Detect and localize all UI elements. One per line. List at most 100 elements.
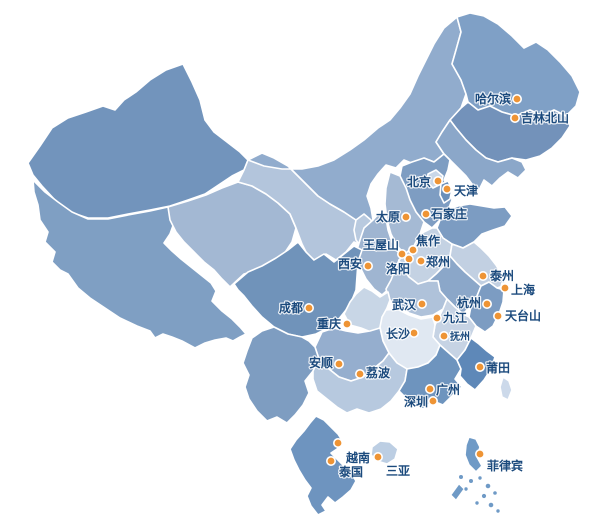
city-dot-anshun — [333, 358, 344, 369]
city-dot-shijiazhuang — [420, 209, 431, 220]
city-jiaozuo: 焦作 — [407, 232, 441, 256]
luzon-island — [464, 436, 483, 473]
city-dot-tiantaishan — [492, 310, 503, 321]
city-tianjin: 天津 — [441, 182, 479, 199]
city-dot-libo — [354, 368, 365, 379]
city-label-changsha: 长沙 — [386, 326, 410, 341]
city-label-anshun: 安顺 — [309, 355, 333, 370]
city-label-harbin: 哈尔滨 — [475, 91, 511, 106]
province-hubei — [385, 259, 448, 318]
city-dot-jiaozuo — [407, 245, 418, 256]
city-shenzhen: 深圳 — [403, 393, 438, 410]
city-label-shanghai: 上海 — [511, 282, 535, 297]
city-guangzhou: 广州 — [424, 381, 461, 398]
city-dot-xian — [362, 260, 373, 271]
city-label-shenzhen: 深圳 — [404, 394, 428, 409]
province-sichuan — [233, 241, 363, 338]
city-label-libo: 荔波 — [365, 365, 391, 380]
city-xian: 西安 — [337, 255, 373, 272]
city-zhengzhou: 郑州 — [415, 253, 451, 270]
city-dot-tianjin — [441, 184, 452, 195]
city-label-thailand: 泰国 — [338, 464, 363, 479]
city-dot-harbin — [511, 94, 522, 105]
city-dot-wuhan — [416, 298, 427, 309]
city-dot-shenzhen — [427, 395, 438, 406]
city-dot-zhengzhou — [415, 255, 426, 266]
city-vietnam: 越南 — [332, 437, 371, 466]
palawan-island — [450, 483, 465, 501]
province-xinjiang — [27, 63, 249, 219]
city-dot-wangwushan — [396, 249, 407, 260]
city-philippines: 菲律宾 — [474, 448, 524, 474]
city-label-jiujiang: 九江 — [442, 310, 467, 325]
city-libo: 荔波 — [354, 364, 392, 381]
city-label-wuhan: 武汉 — [392, 297, 417, 312]
city-dot-vietnam — [332, 437, 343, 448]
philippine-small-islands — [450, 474, 501, 514]
island-layer — [289, 376, 513, 516]
city-label-jiaozuo: 焦作 — [415, 233, 440, 248]
city-dot-fuzhou-jiangxi — [438, 330, 449, 341]
city-label-xian: 西安 — [338, 256, 362, 271]
city-label-tianjin: 天津 — [454, 183, 478, 198]
province-guangdong — [398, 344, 463, 410]
city-taiyuan: 太原 — [375, 208, 411, 225]
city-dot-changsha — [408, 327, 419, 338]
city-label-taiyuan: 太原 — [376, 209, 400, 224]
city-wangwushan: 王屋山 — [362, 236, 407, 260]
province-yunnan — [242, 326, 320, 424]
city-dot-thailand — [325, 455, 336, 466]
city-dot-luoyang — [403, 254, 414, 265]
city-tiantaishan: 天台山 — [492, 307, 542, 324]
city-harbin: 哈尔滨 — [474, 90, 522, 107]
city-dot-sanya — [372, 451, 383, 462]
city-dot-philippines — [474, 448, 485, 459]
philippines-archipelago — [450, 436, 501, 514]
city-wuhan: 武汉 — [391, 296, 427, 313]
city-chengdu: 成都 — [278, 299, 314, 316]
city-label-hangzhou: 杭州 — [457, 295, 481, 310]
city-dot-chongqing — [341, 318, 352, 329]
city-dot-taiyuan — [400, 212, 411, 223]
city-sanya: 三亚 — [372, 451, 411, 479]
city-label-philippines: 菲律宾 — [487, 458, 523, 473]
city-anshun: 安顺 — [308, 354, 344, 371]
city-dot-hangzhou — [481, 298, 492, 309]
city-shanghai: 上海 — [499, 281, 536, 298]
city-label-tiantaishan: 天台山 — [505, 308, 541, 323]
city-label-chengdu: 成都 — [279, 300, 303, 315]
city-label-vietnam: 越南 — [345, 450, 370, 465]
city-shijiazhuang: 石家庄 — [420, 205, 468, 222]
city-label-beijing: 北京 — [407, 174, 431, 189]
city-dot-beijing — [432, 176, 443, 187]
city-putian: 莆田 — [474, 359, 511, 376]
city-label-jilin-beishan: 吉林北山 — [521, 110, 569, 125]
city-label-shijiazhuang: 石家庄 — [430, 206, 467, 221]
city-chongqing: 重庆 — [316, 315, 352, 332]
city-luoyang: 洛阳 — [385, 254, 414, 277]
city-beijing: 北京 — [406, 173, 443, 190]
city-dot-putian — [474, 361, 485, 372]
city-fuzhou-jiangxi: 抚州 — [438, 329, 471, 344]
taiwan-island — [499, 376, 513, 401]
city-label-chongqing: 重庆 — [317, 316, 341, 331]
province-liaoning — [435, 119, 527, 193]
city-label-luoyang: 洛阳 — [386, 261, 410, 276]
city-label-putian: 莆田 — [486, 360, 510, 375]
city-thailand: 泰国 — [325, 455, 364, 480]
city-changsha: 长沙 — [385, 325, 419, 342]
city-dot-chengdu — [303, 302, 314, 313]
city-label-taizhou: 泰州 — [489, 268, 514, 283]
city-label-fuzhou-jiangxi: 抚州 — [450, 330, 470, 343]
city-jiujiang: 九江 — [431, 309, 468, 326]
city-label-sanya: 三亚 — [386, 464, 410, 478]
city-taizhou: 泰州 — [477, 267, 515, 284]
city-hangzhou: 杭州 — [456, 294, 492, 311]
city-dot-taizhou — [477, 270, 488, 281]
city-dot-guangzhou — [424, 383, 435, 394]
city-label-wangwushan: 王屋山 — [363, 237, 399, 252]
province-layer — [27, 12, 581, 424]
city-dot-jilin-beishan — [509, 113, 520, 124]
